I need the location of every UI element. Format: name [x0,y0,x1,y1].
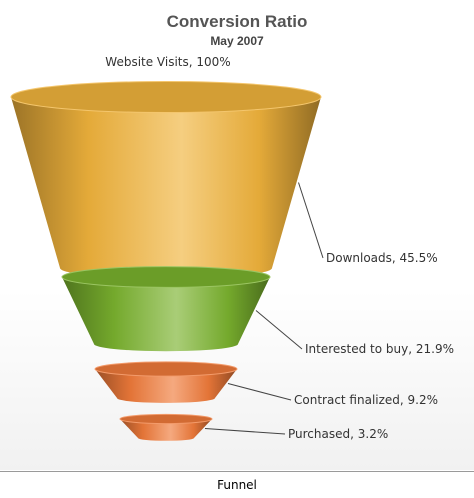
footer-caption: Funnel [217,478,257,492]
leader-line-interested-to-buy [255,310,303,350]
leader-line-contract-finalized [227,383,292,401]
leader-line-purchased [204,428,286,435]
funnel-segment-contract-finalized [94,361,238,403]
funnel-segment-downloads [10,81,322,279]
stage-label-contract-finalized: Contract finalized, 9.2% [294,393,438,407]
funnel-segment-interested-to-buy [61,266,271,352]
funnel-labels: Website Visits, 100% Downloads, 45.5% Inte… [105,55,454,441]
funnel-segments [10,81,322,441]
funnel-segment-purchased [119,413,213,441]
chart-title: Conversion Ratio [167,12,308,31]
stage-label-interested-to-buy: Interested to buy, 21.9% [305,342,454,356]
funnel-chart: Conversion Ratio May 2007 Website Visits… [0,12,474,470]
stage-label-purchased: Purchased, 3.2% [288,427,388,441]
funnel-chart-svg: Conversion Ratio May 2007 Website Visits… [0,12,474,470]
footer-divider [0,471,474,472]
leader-line-downloads [298,182,324,259]
chart-subtitle: May 2007 [210,34,264,48]
stage-label-downloads: Downloads, 45.5% [326,251,438,265]
stage-label-website-visits: Website Visits, 100% [105,55,230,69]
